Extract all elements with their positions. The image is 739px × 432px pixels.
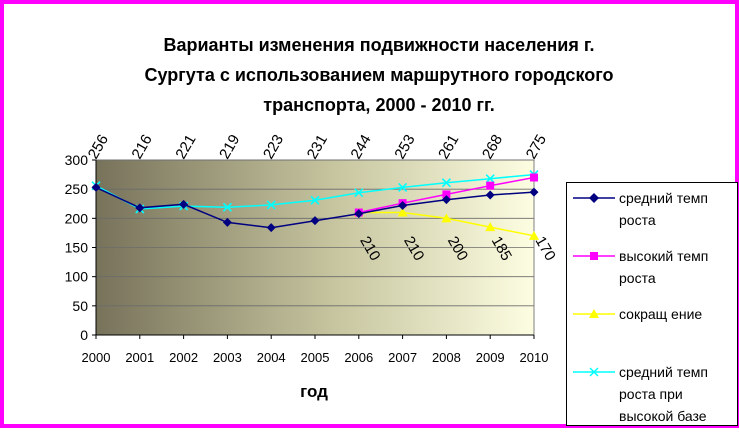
point-s0-2000 — [91, 182, 101, 192]
annotation-top-2004: 223 — [260, 132, 287, 162]
point-s3-2003 — [222, 202, 232, 212]
point-s2-2008 — [441, 213, 452, 223]
series-0 — [91, 182, 539, 233]
legend-item-0: средний темп роста — [567, 187, 737, 233]
point-s0-2005 — [310, 216, 320, 226]
point-s2-2009 — [485, 222, 496, 232]
chart-title: Варианты изменения подвижности населения… — [144, 35, 614, 115]
x-tick-label-2002: 2002 — [169, 350, 198, 365]
series-2 — [353, 207, 539, 240]
annotation-top-2005: 231 — [304, 132, 331, 162]
x-tick-label-2001: 2001 — [125, 350, 154, 365]
point-s0-2001 — [135, 203, 145, 213]
legend: средний темп роста высокий темп роста со… — [566, 182, 738, 426]
point-s0-2006 — [354, 209, 364, 219]
annotation-top-2009: 268 — [479, 132, 506, 162]
x-tick-label-2005: 2005 — [301, 350, 330, 365]
legend-swatch-3 — [573, 367, 615, 377]
point-s3-2004 — [266, 200, 276, 210]
annotation-top-2002: 221 — [172, 132, 199, 162]
point-s3-2006 — [354, 188, 364, 198]
legend-swatch-0 — [573, 193, 615, 203]
annotation-top-2000: 256 — [85, 132, 112, 162]
point-s3-2005 — [310, 195, 320, 205]
point-s0-2010 — [529, 187, 539, 197]
y-tick-label-300: 300 — [65, 152, 89, 168]
x-tick-label-2004: 2004 — [257, 350, 286, 365]
x-tick-label-2003: 2003 — [213, 350, 242, 365]
annotation-top-2001: 216 — [129, 132, 156, 162]
legend-item-1: высокий темп роста — [567, 245, 737, 291]
point-s3-2008 — [441, 178, 451, 188]
y-tick-label-200: 200 — [65, 210, 89, 226]
point-s0-2002 — [179, 199, 189, 209]
x-tick-label-2009: 2009 — [476, 350, 505, 365]
point-s3-2009 — [485, 174, 495, 184]
point-s1-2010 — [530, 173, 538, 182]
legend-swatch-1 — [573, 252, 615, 260]
y-tick-label-50: 50 — [72, 298, 88, 314]
x-tick-label-2010: 2010 — [520, 350, 549, 365]
y-tick-label-150: 150 — [65, 240, 89, 256]
annotation-top-2003: 219 — [216, 132, 243, 162]
point-s1-2009 — [486, 181, 495, 190]
point-s3-2007 — [398, 182, 408, 192]
point-s0-2007 — [398, 201, 408, 210]
x-axis-label: год — [300, 382, 328, 401]
legend-item-3: средний темп роста при высокой базе — [567, 361, 737, 427]
annotation-top-2006: 244 — [348, 132, 375, 162]
legend-item-2: сокращ ение — [567, 303, 737, 327]
point-s0-2003 — [222, 217, 232, 227]
point-s0-2004 — [266, 223, 276, 233]
x-tick-label-2006: 2006 — [344, 350, 373, 365]
legend-label-3: средний темп роста при высокой базе — [619, 364, 708, 424]
annotation-top-2007: 253 — [391, 132, 418, 162]
chart-svg: 0 50 100 150 200 250 300 2000 2001 2002 2003 2004 20… — [65, 132, 559, 365]
point-s1-2008 — [442, 190, 451, 199]
point-s2-2010 — [529, 230, 539, 240]
point-s0-2008 — [441, 195, 451, 205]
y-tick-label-0: 0 — [80, 327, 88, 343]
legend-swatch-2 — [573, 309, 615, 318]
annotation-top-2010: 275 — [523, 132, 550, 162]
x-tick-label-2008: 2008 — [432, 350, 461, 365]
point-s2-2007 — [397, 207, 408, 217]
y-tick-label-100: 100 — [65, 269, 89, 285]
x-tick-label-2000: 2000 — [82, 350, 111, 365]
legend-label-2: сокращ ение — [619, 306, 703, 322]
legend-label-0: средний темп роста — [619, 190, 708, 228]
x-tick-label-2007: 2007 — [388, 350, 417, 365]
annotation-top-2008: 261 — [435, 132, 462, 162]
y-tick-label-250: 250 — [65, 181, 89, 197]
legend-label-1: высокий темп роста — [619, 248, 709, 286]
point-s0-2009 — [485, 190, 495, 200]
